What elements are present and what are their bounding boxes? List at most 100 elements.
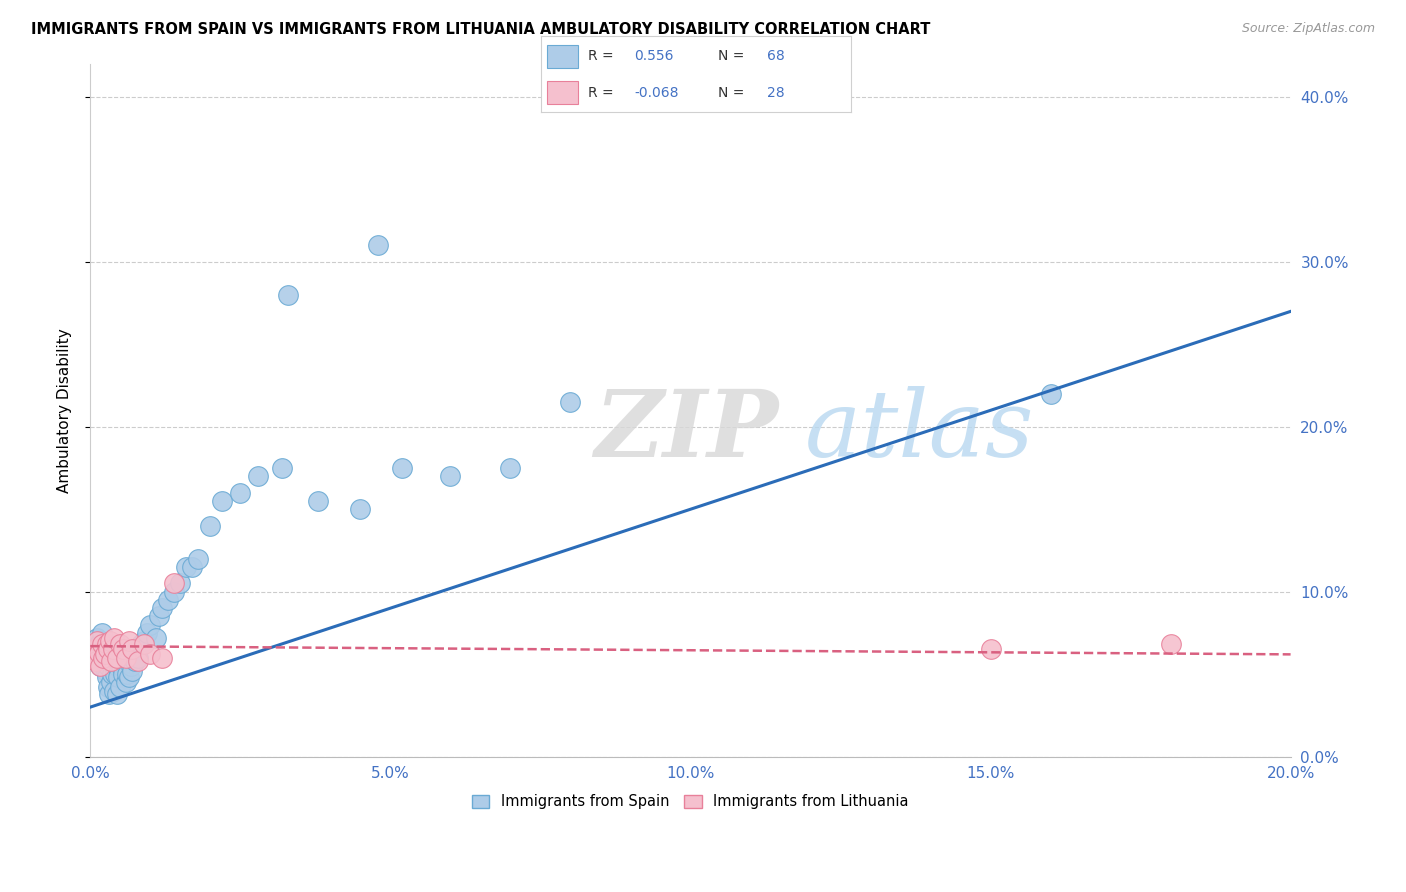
Point: [979, 642, 1001, 657]
Point: [97, 659, 120, 673]
Text: atlas: atlas: [804, 386, 1033, 476]
Text: 28: 28: [768, 86, 785, 100]
Point: [110, 659, 132, 673]
Point: [103, 659, 125, 673]
Point: [115, 650, 138, 665]
Point: [163, 576, 186, 591]
Point: [93, 642, 115, 657]
Point: [271, 461, 294, 475]
Point: [181, 560, 204, 574]
Point: [112, 642, 135, 657]
Text: ZIP: ZIP: [595, 386, 779, 476]
Point: [277, 288, 299, 302]
Point: [163, 584, 186, 599]
Point: [211, 494, 233, 508]
Point: [150, 601, 173, 615]
Point: [101, 650, 124, 665]
Point: [107, 670, 129, 684]
Point: [97, 681, 120, 695]
Point: [86, 631, 108, 645]
Point: [103, 631, 125, 645]
Point: [122, 650, 145, 665]
Point: [90, 634, 112, 648]
Point: [120, 659, 142, 673]
Point: [91, 650, 114, 665]
Text: IMMIGRANTS FROM SPAIN VS IMMIGRANTS FROM LITHUANIA AMBULATORY DISABILITY CORRELA: IMMIGRANTS FROM SPAIN VS IMMIGRANTS FROM…: [31, 22, 931, 37]
Point: [139, 648, 162, 662]
Point: [349, 502, 371, 516]
Point: [110, 638, 132, 652]
Point: [114, 650, 136, 665]
Point: [84, 654, 107, 668]
Point: [127, 650, 149, 665]
Point: [105, 659, 128, 673]
Point: [367, 238, 389, 252]
Text: R =: R =: [588, 86, 613, 100]
Point: [439, 469, 461, 483]
Point: [98, 650, 121, 665]
Point: [96, 638, 118, 652]
Point: [391, 461, 413, 475]
Point: [82, 650, 104, 665]
Point: [134, 638, 156, 652]
Point: [93, 648, 115, 662]
Point: [121, 642, 143, 657]
Point: [100, 675, 122, 690]
Point: [145, 631, 167, 645]
Point: [112, 667, 135, 681]
Point: [93, 650, 115, 665]
Point: [150, 650, 173, 665]
Point: [169, 576, 191, 591]
Point: [103, 683, 125, 698]
Point: [86, 634, 108, 648]
Text: -0.068: -0.068: [634, 86, 679, 100]
Point: [89, 659, 111, 673]
Text: 0.556: 0.556: [634, 49, 673, 63]
FancyBboxPatch shape: [547, 81, 578, 104]
Point: [105, 687, 128, 701]
Point: [118, 670, 141, 684]
Point: [129, 638, 152, 652]
Point: [97, 642, 120, 657]
Point: [307, 494, 329, 508]
Point: [87, 642, 110, 657]
Point: [174, 560, 197, 574]
Point: [229, 485, 252, 500]
Point: [101, 667, 124, 681]
Point: [139, 617, 162, 632]
Point: [89, 654, 111, 668]
Point: [98, 634, 121, 648]
Point: [104, 667, 127, 681]
Point: [94, 648, 117, 662]
Point: [100, 654, 122, 668]
Text: 68: 68: [768, 49, 785, 63]
Point: [91, 638, 114, 652]
Text: Source: ZipAtlas.com: Source: ZipAtlas.com: [1241, 22, 1375, 36]
Point: [98, 687, 121, 701]
Point: [84, 654, 107, 668]
Point: [125, 642, 148, 657]
Point: [96, 664, 118, 678]
Legend: Immigrants from Spain, Immigrants from Lithuania: Immigrants from Spain, Immigrants from L…: [467, 789, 915, 815]
Point: [110, 681, 132, 695]
Point: [560, 395, 582, 409]
Point: [499, 461, 522, 475]
Point: [124, 654, 146, 668]
Text: N =: N =: [717, 49, 744, 63]
Point: [82, 650, 104, 665]
Point: [94, 659, 117, 673]
Point: [1039, 387, 1062, 401]
Point: [134, 634, 156, 648]
Point: [101, 642, 124, 657]
Point: [83, 646, 105, 660]
Point: [89, 659, 111, 673]
Y-axis label: Ambulatory Disability: Ambulatory Disability: [58, 328, 72, 492]
Point: [117, 667, 139, 681]
Point: [84, 642, 107, 657]
Point: [115, 675, 138, 690]
Point: [157, 593, 180, 607]
Point: [89, 646, 111, 660]
Point: [148, 609, 170, 624]
Point: [136, 626, 159, 640]
Point: [91, 626, 114, 640]
